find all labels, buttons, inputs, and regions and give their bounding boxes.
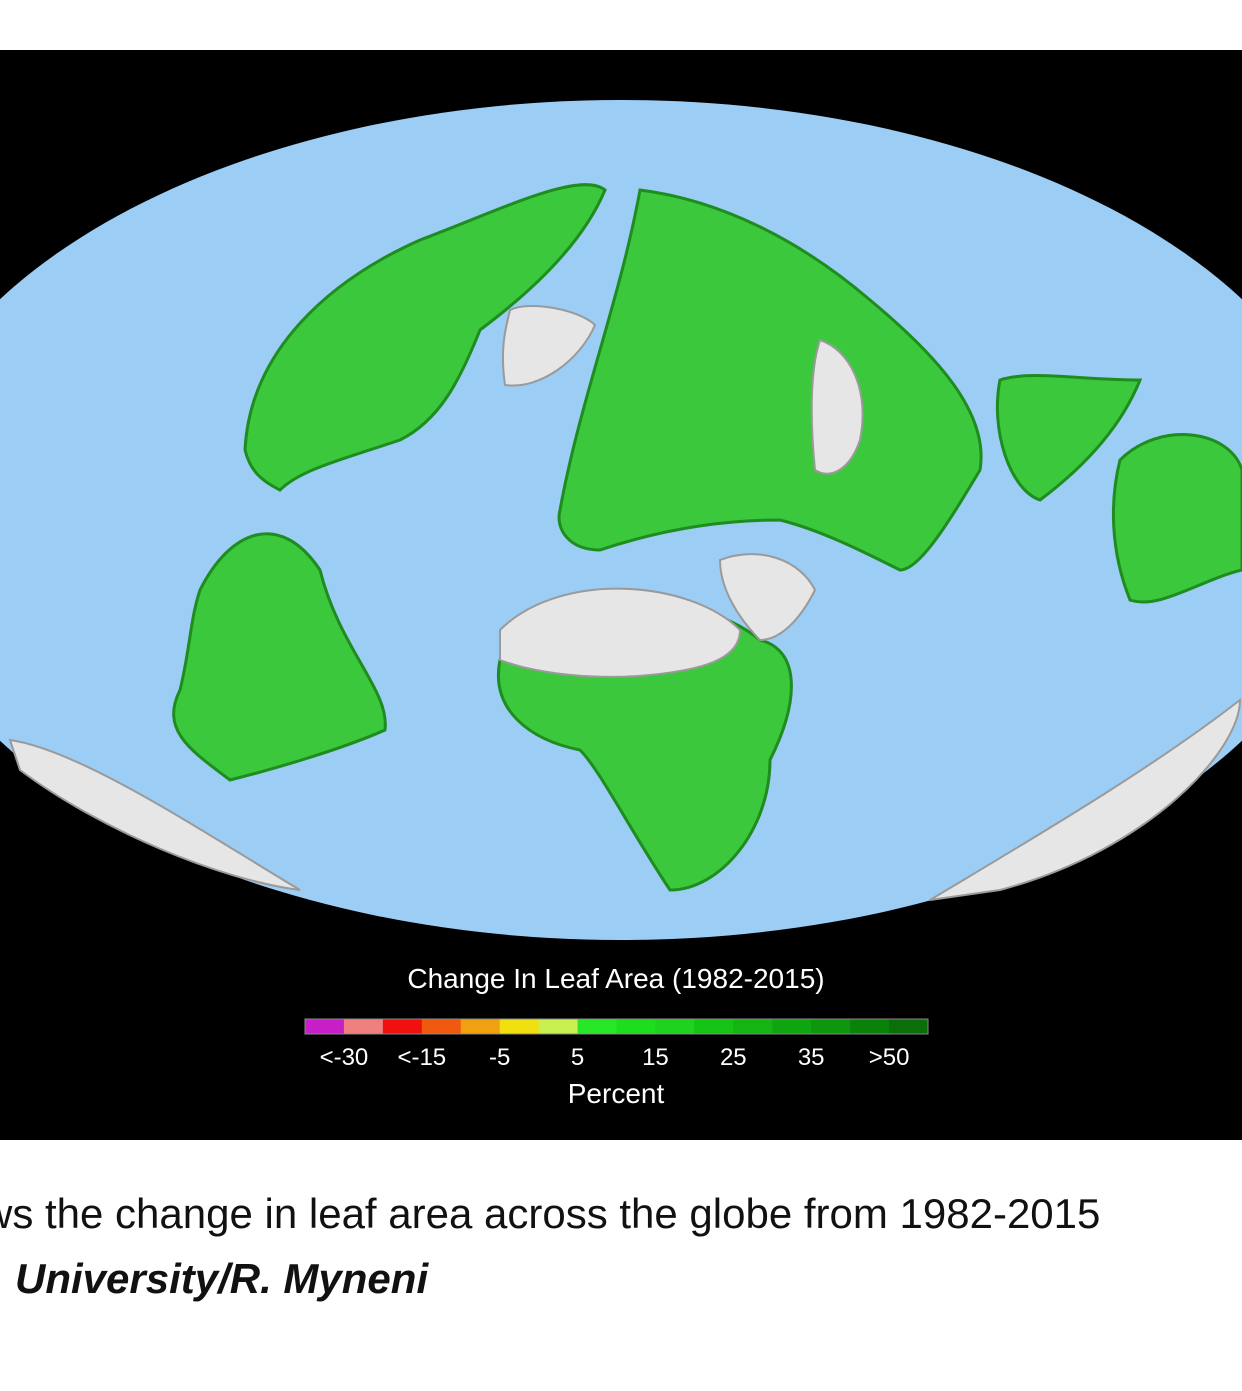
map-figure: Change In Leaf Area (1982-2015) <-30 <-15… — [0, 50, 1242, 1140]
legend-tick-label: >50 — [869, 1044, 910, 1071]
caption: ws the change in leaf area across the gl… — [0, 1190, 1101, 1237]
antarctica-east — [929, 697, 1242, 901]
legend-swatch — [811, 1019, 851, 1034]
legend-swatch — [577, 1019, 617, 1034]
legend-swatch — [850, 1019, 890, 1034]
legend-tick-label: <-15 — [397, 1044, 446, 1071]
legend-tick-label: -5 — [489, 1044, 510, 1071]
legend-ticks: <-30 <-15 -5 5 15 25 35 >50 — [320, 1044, 910, 1071]
legend-frame — [304, 1018, 929, 1035]
sahara — [499, 587, 742, 678]
continents — [172, 183, 1242, 892]
legend-tick-label: <-30 — [320, 1044, 369, 1071]
legend-unit: Percent — [568, 1078, 665, 1109]
legend-tick-label: 35 — [798, 1044, 825, 1071]
legend-swatch — [733, 1019, 773, 1034]
legend-swatch — [382, 1019, 423, 1034]
arabia — [718, 553, 817, 642]
australia — [1111, 433, 1242, 604]
legend-swatch — [538, 1019, 579, 1034]
legend-title: Change In Leaf Area (1982-2015) — [407, 963, 824, 994]
antarctica-west — [8, 738, 301, 891]
legend-swatch — [694, 1019, 734, 1034]
credit: University/R. Myneni — [15, 1255, 429, 1302]
legend-tick-label: 5 — [571, 1044, 584, 1071]
north-america — [243, 183, 607, 492]
legend-bar — [304, 1018, 929, 1035]
asia-islands — [995, 374, 1143, 502]
legend-tick-label: 25 — [720, 1044, 747, 1071]
legend-tick-label: 15 — [642, 1044, 669, 1071]
eurasia — [557, 188, 983, 572]
legend-swatch — [499, 1019, 540, 1034]
legend-swatch — [772, 1019, 812, 1034]
south-america — [172, 532, 387, 782]
deserts-ice — [8, 304, 1242, 901]
legend-swatch — [421, 1019, 462, 1034]
legend-swatch — [305, 1019, 345, 1034]
legend-swatch — [655, 1019, 695, 1034]
central-asia — [810, 338, 864, 475]
greenland — [501, 304, 597, 387]
legend-swatch — [889, 1019, 929, 1034]
legend-swatch — [343, 1019, 384, 1034]
legend-swatch — [460, 1019, 501, 1034]
legend-swatch — [616, 1019, 656, 1034]
